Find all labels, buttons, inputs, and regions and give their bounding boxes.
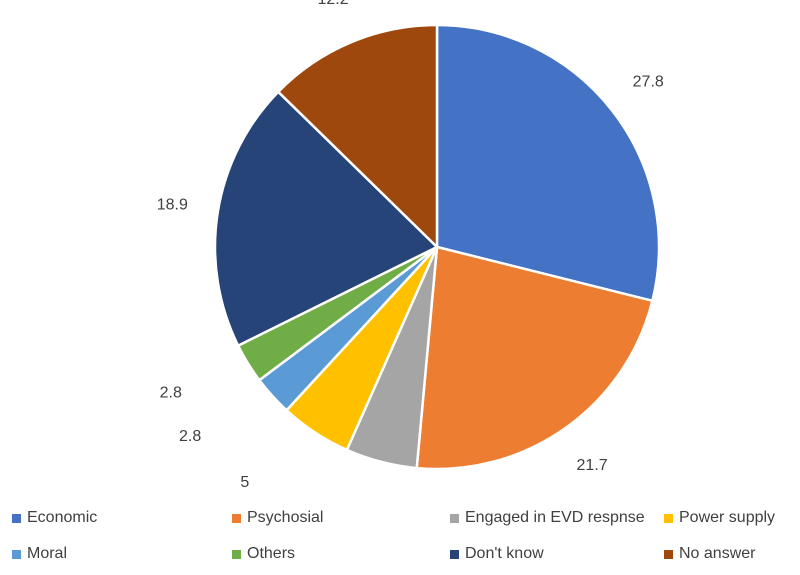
- legend-item-psychosial: Psychosial: [232, 509, 323, 527]
- legend-swatch: [450, 513, 459, 523]
- value-label-don-t-know: 18.9: [157, 196, 188, 213]
- legend-label: Engaged in EVD respnse: [465, 509, 645, 526]
- pie-slices: [213, 23, 661, 471]
- value-label-no-answer: 12.2: [317, 0, 348, 8]
- legend-label: Others: [247, 545, 296, 562]
- legend-label: Psychosial: [247, 509, 324, 526]
- pie-value-labels: 27.821.7552.82.818.912.2: [157, 0, 664, 491]
- legend-swatch: [664, 549, 673, 559]
- value-label-psychosial: 21.7: [577, 457, 608, 474]
- legend-label: No answer: [679, 545, 756, 562]
- legend-item-moral: Moral: [12, 545, 67, 563]
- value-label-others: 2.8: [160, 385, 182, 402]
- legend-swatch: [664, 513, 673, 523]
- legend-swatch: [232, 549, 241, 559]
- legend-item-others: Others: [232, 545, 295, 563]
- pie-chart: 27.821.7552.82.818.912.2: [157, 0, 664, 491]
- legend-label: Don't know: [465, 545, 544, 562]
- legend-swatch: [12, 549, 21, 559]
- legend-label: Power supply: [679, 509, 776, 526]
- legend-item-don-t-know: Don't know: [450, 545, 544, 563]
- value-label-moral: 2.8: [179, 428, 201, 445]
- legend-label: Economic: [27, 509, 98, 526]
- value-label-economic: 27.8: [633, 73, 664, 90]
- pie-slice-no-answer: [276, 23, 439, 250]
- legend-swatch: [232, 513, 241, 523]
- legend-swatch: [12, 513, 21, 523]
- legend-item-power-supply: Power supply: [664, 509, 775, 527]
- value-label-power-supply: 5: [240, 474, 249, 491]
- legend-item-engaged-in-evd-respnse: Engaged in EVD respnse: [450, 509, 645, 527]
- legend-swatch: [450, 549, 459, 559]
- legend-item-no-answer: No answer: [664, 545, 755, 563]
- pie-slice-psychosial: [415, 245, 654, 471]
- chart-legend: Economic Psychosial Engaged in EVD respnse…: [0, 505, 800, 575]
- legend-item-economic: Economic: [12, 509, 97, 527]
- pie-slice-economic: [435, 23, 661, 303]
- legend-label: Moral: [27, 545, 68, 562]
- pie-slice-don-t-know: [213, 90, 440, 348]
